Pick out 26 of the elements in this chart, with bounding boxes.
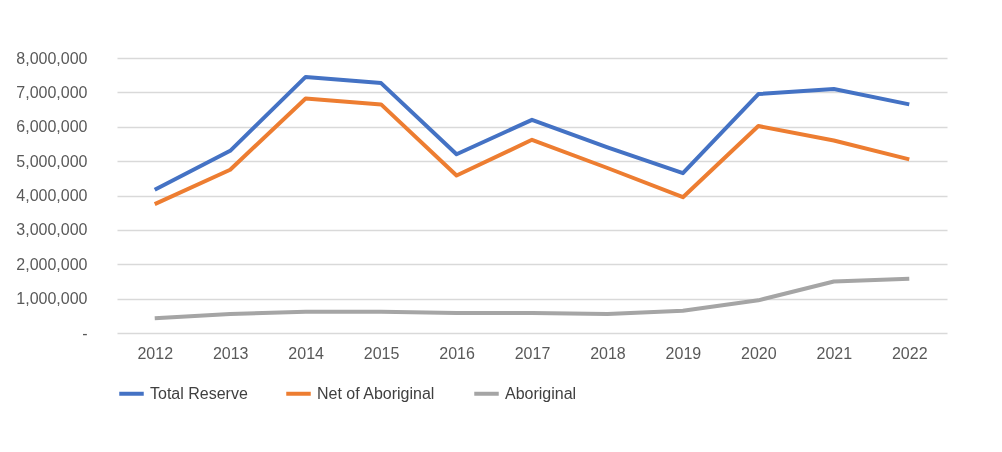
x-tick-label: 2020 [741, 344, 777, 362]
line-series [152, 74, 912, 192]
x-tick-label: 2019 [665, 344, 702, 362]
y-tick-label: - [82, 324, 88, 342]
line-series [152, 276, 912, 321]
y-tick-label: 4,000,000 [16, 187, 88, 204]
x-tick-label: 2017 [514, 344, 551, 362]
x-tick-label: 2016 [439, 344, 475, 362]
legend-label: Aboriginal [505, 384, 577, 402]
x-tick-label: 2022 [891, 344, 928, 362]
y-tick-label: 8,000,000 [16, 49, 88, 67]
x-tick-label: 2021 [816, 344, 853, 362]
y-tick-label: 3,000,000 [16, 221, 88, 239]
x-tick-label: 2012 [137, 344, 174, 362]
x-tick-label: 2013 [212, 344, 249, 362]
y-tick-label: 6,000,000 [16, 118, 88, 136]
x-tick-label: 2014 [288, 344, 325, 362]
y-tick-label: 5,000,000 [16, 152, 88, 170]
y-tick-label: 2,000,000 [16, 255, 88, 273]
legend-label: Net of Aboriginal [317, 384, 435, 402]
x-tick-label: 2015 [363, 344, 400, 362]
y-tick-label: 7,000,000 [16, 83, 88, 101]
x-tick-label: 2018 [590, 344, 626, 362]
line-series [152, 96, 912, 207]
y-tick-label: 1,000,000 [16, 290, 88, 308]
legend-label: Total Reserve [150, 384, 248, 402]
